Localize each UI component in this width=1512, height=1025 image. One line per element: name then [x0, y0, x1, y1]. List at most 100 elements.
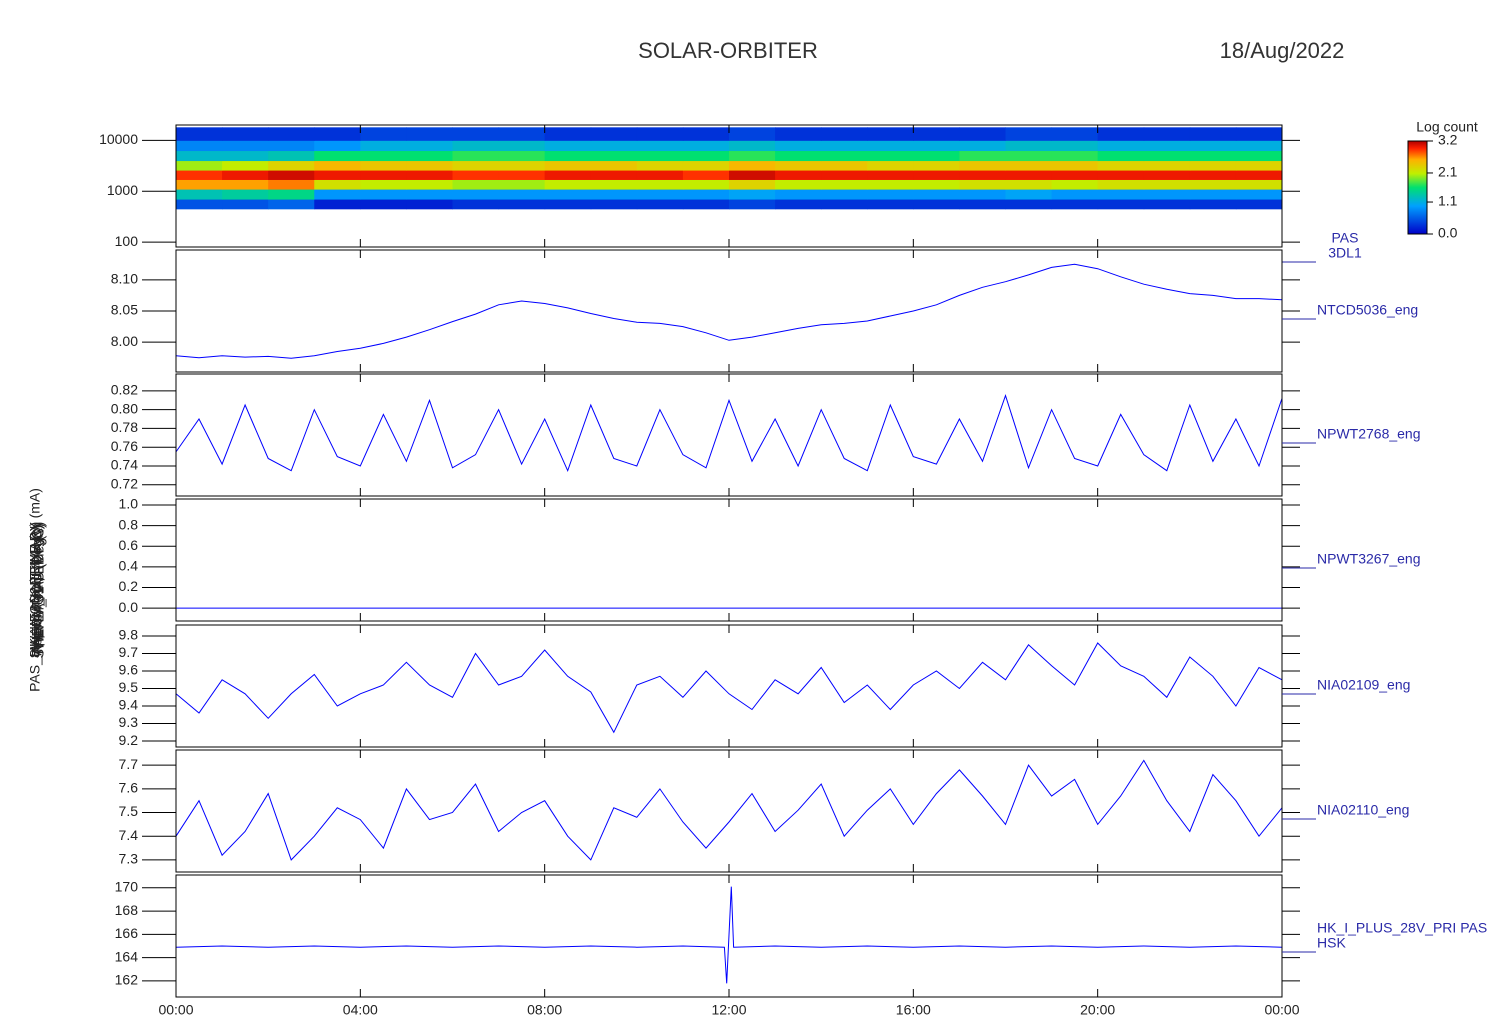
- heatmap-cell: [682, 127, 730, 141]
- heatmap-cell: [1143, 179, 1191, 190]
- panel-frame: [175, 749, 1283, 873]
- y-axis-title: PAS_HK_IMON_PRIMARY (mA): [27, 488, 43, 692]
- panel-frame: [175, 373, 1283, 497]
- heatmap-cell: [1051, 170, 1099, 180]
- heatmap-cell: [406, 160, 453, 171]
- x-tick-label: 16:00: [896, 1002, 931, 1018]
- panel-frame: [175, 249, 1283, 373]
- heatmap-cell: [360, 189, 407, 200]
- heatmap-cell: [452, 150, 500, 162]
- heatmap-cell: [1097, 179, 1145, 190]
- heatmap-cell: [222, 179, 269, 190]
- date: 18/Aug/2022: [1220, 38, 1345, 63]
- heatmap-cell: [959, 199, 1006, 210]
- heatmap-cell: [959, 189, 1006, 200]
- heatmap-cell: [360, 170, 407, 180]
- y-tick-label: 0.4: [119, 558, 139, 574]
- heatmap-cell: [775, 160, 822, 171]
- heatmap-cell: [1005, 127, 1053, 141]
- heatmap-cell: [1189, 189, 1237, 200]
- y-tick-label: 162: [115, 972, 139, 988]
- heatmap-cell: [867, 160, 914, 171]
- heatmap-cell: [821, 189, 868, 200]
- y-tick-label: 1000: [107, 182, 138, 198]
- data-line: [175, 759, 1283, 861]
- heatmap-cell: [406, 199, 453, 210]
- colorbar-tick-label: 2.1: [1438, 164, 1458, 180]
- heatmap-cell: [867, 179, 914, 190]
- heatmap-cell: [867, 140, 914, 152]
- heatmap-cell: [498, 199, 546, 210]
- heatmap-cell: [636, 127, 684, 141]
- heatmap-cell: [268, 170, 315, 180]
- heatmap-cell: [775, 170, 822, 180]
- heatmap-cell: [1189, 170, 1237, 180]
- heatmap-cell: [406, 127, 453, 141]
- y-tick-label: 9.6: [119, 662, 139, 678]
- panel-label: NTCD5036_eng: [1317, 302, 1418, 318]
- heatmap-cell: [176, 140, 223, 152]
- heatmap-cell: [636, 150, 684, 162]
- heatmap-cell: [406, 170, 453, 180]
- panel-label: NPWT2768_eng: [1317, 426, 1421, 442]
- heatmap-cell: [959, 127, 1006, 141]
- x-tick-label: 12:00: [711, 1002, 746, 1018]
- heatmap-cell: [913, 179, 960, 190]
- heatmap-cell: [1005, 160, 1053, 171]
- heatmap-cell: [821, 170, 868, 180]
- heatmap-cell: [682, 199, 730, 210]
- heatmap-cell: [729, 199, 776, 210]
- y-tick-label: 7.5: [119, 803, 139, 819]
- heatmap-cell: [176, 189, 223, 200]
- heatmap-cell: [1005, 150, 1053, 162]
- heatmap-cell: [1051, 199, 1099, 210]
- heatmap-cell: [406, 179, 453, 190]
- heatmap-cell: [1235, 140, 1283, 152]
- heatmap-cell: [544, 199, 592, 210]
- heatmap-cell: [176, 170, 223, 180]
- y-tick-label: 8.05: [111, 302, 138, 318]
- heatmap-cell: [544, 179, 592, 190]
- heatmap-cell: [913, 189, 960, 200]
- x-tick-label: 00:00: [158, 1002, 193, 1018]
- heatmap-cell: [1005, 140, 1053, 152]
- x-tick-label: 00:00: [1264, 1002, 1299, 1018]
- y-tick-label: 8.00: [111, 333, 138, 349]
- heatmap-cell: [268, 189, 315, 200]
- heatmap-cell: [959, 160, 1006, 171]
- heatmap-cell: [636, 140, 684, 152]
- heatmap-cell: [1051, 127, 1099, 141]
- heatmap-cell: [360, 160, 407, 171]
- heatmap-cell: [729, 189, 776, 200]
- heatmap-cell: [544, 170, 592, 180]
- heatmap-cell: [1143, 150, 1191, 162]
- heatmap-cell: [544, 189, 592, 200]
- heatmap-cell: [1143, 189, 1191, 200]
- heatmap-cell: [1097, 189, 1145, 200]
- heatmap-cell: [498, 189, 546, 200]
- heatmap-cell: [176, 160, 223, 171]
- y-axis-title: (eV): [27, 577, 43, 603]
- heatmap-cell: [1189, 127, 1237, 141]
- heatmap-cell: [176, 127, 223, 141]
- x-tick-label: 08:00: [527, 1002, 562, 1018]
- panel-label: PAS: [1332, 230, 1359, 246]
- y-tick-label: 0.8: [119, 516, 139, 532]
- colorbar-tick-label: 0.0: [1438, 225, 1458, 241]
- y-tick-label: 7.6: [119, 780, 139, 796]
- heatmap-cell: [1235, 170, 1283, 180]
- heatmap-cell: [498, 150, 546, 162]
- heatmap-cell: [452, 160, 500, 171]
- heatmap-cell: [821, 160, 868, 171]
- heatmap-cell: [821, 127, 868, 141]
- heatmap-cell: [913, 170, 960, 180]
- heatmap-cell: [867, 127, 914, 141]
- heatmap-cell: [636, 179, 684, 190]
- heatmap-cell: [176, 199, 223, 210]
- heatmap-cell: [314, 170, 361, 180]
- heatmap-cell: [1189, 179, 1237, 190]
- heatmap-cell: [1143, 140, 1191, 152]
- y-tick-label: 7.4: [119, 827, 139, 843]
- heatmap-cell: [1097, 127, 1145, 141]
- x-tick-label: 04:00: [343, 1002, 378, 1018]
